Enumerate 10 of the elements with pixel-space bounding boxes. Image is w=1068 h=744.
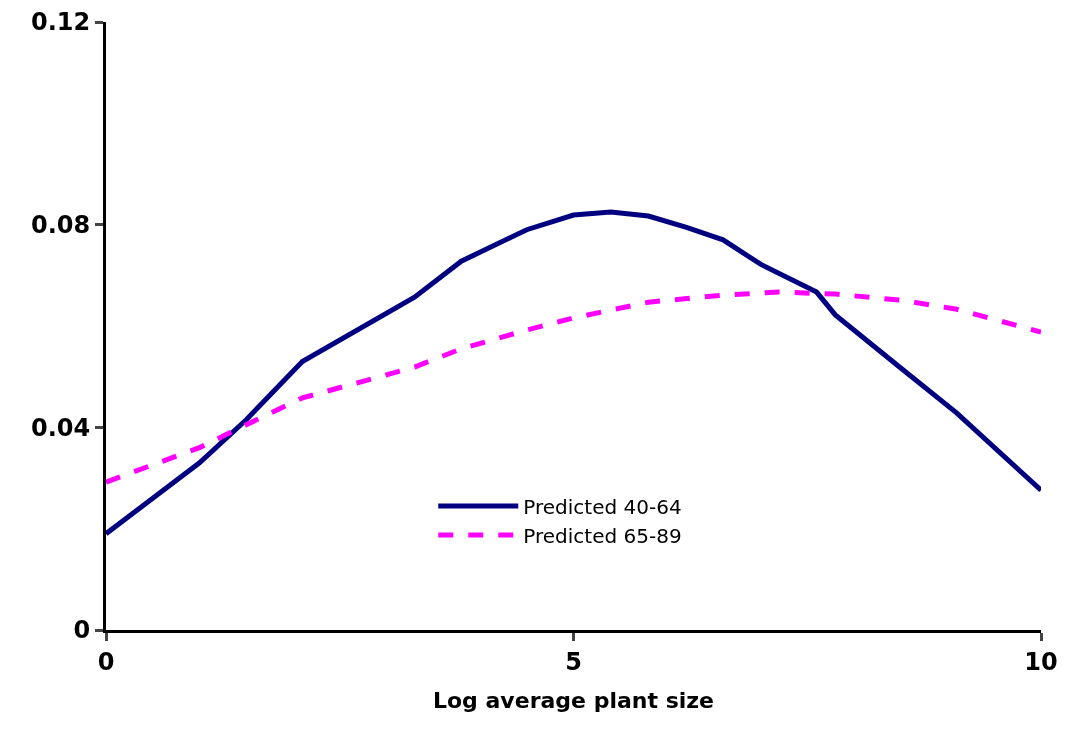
x-tick-label: 5 [565,647,582,676]
y-tick-label: 0.08 [30,211,91,240]
x-axis-title: Log average plant size [432,687,715,713]
legend-label: Predicted 40-64 [523,494,682,519]
x-tick-label: 10 [1024,647,1058,676]
x-tick-label: 0 [97,647,115,676]
y-tick-label: 0.04 [30,413,91,442]
legend-label: Predicted 65-89 [523,523,682,548]
y-tick-label: 0 [73,616,91,645]
y-tick-label: 0.12 [30,8,91,37]
